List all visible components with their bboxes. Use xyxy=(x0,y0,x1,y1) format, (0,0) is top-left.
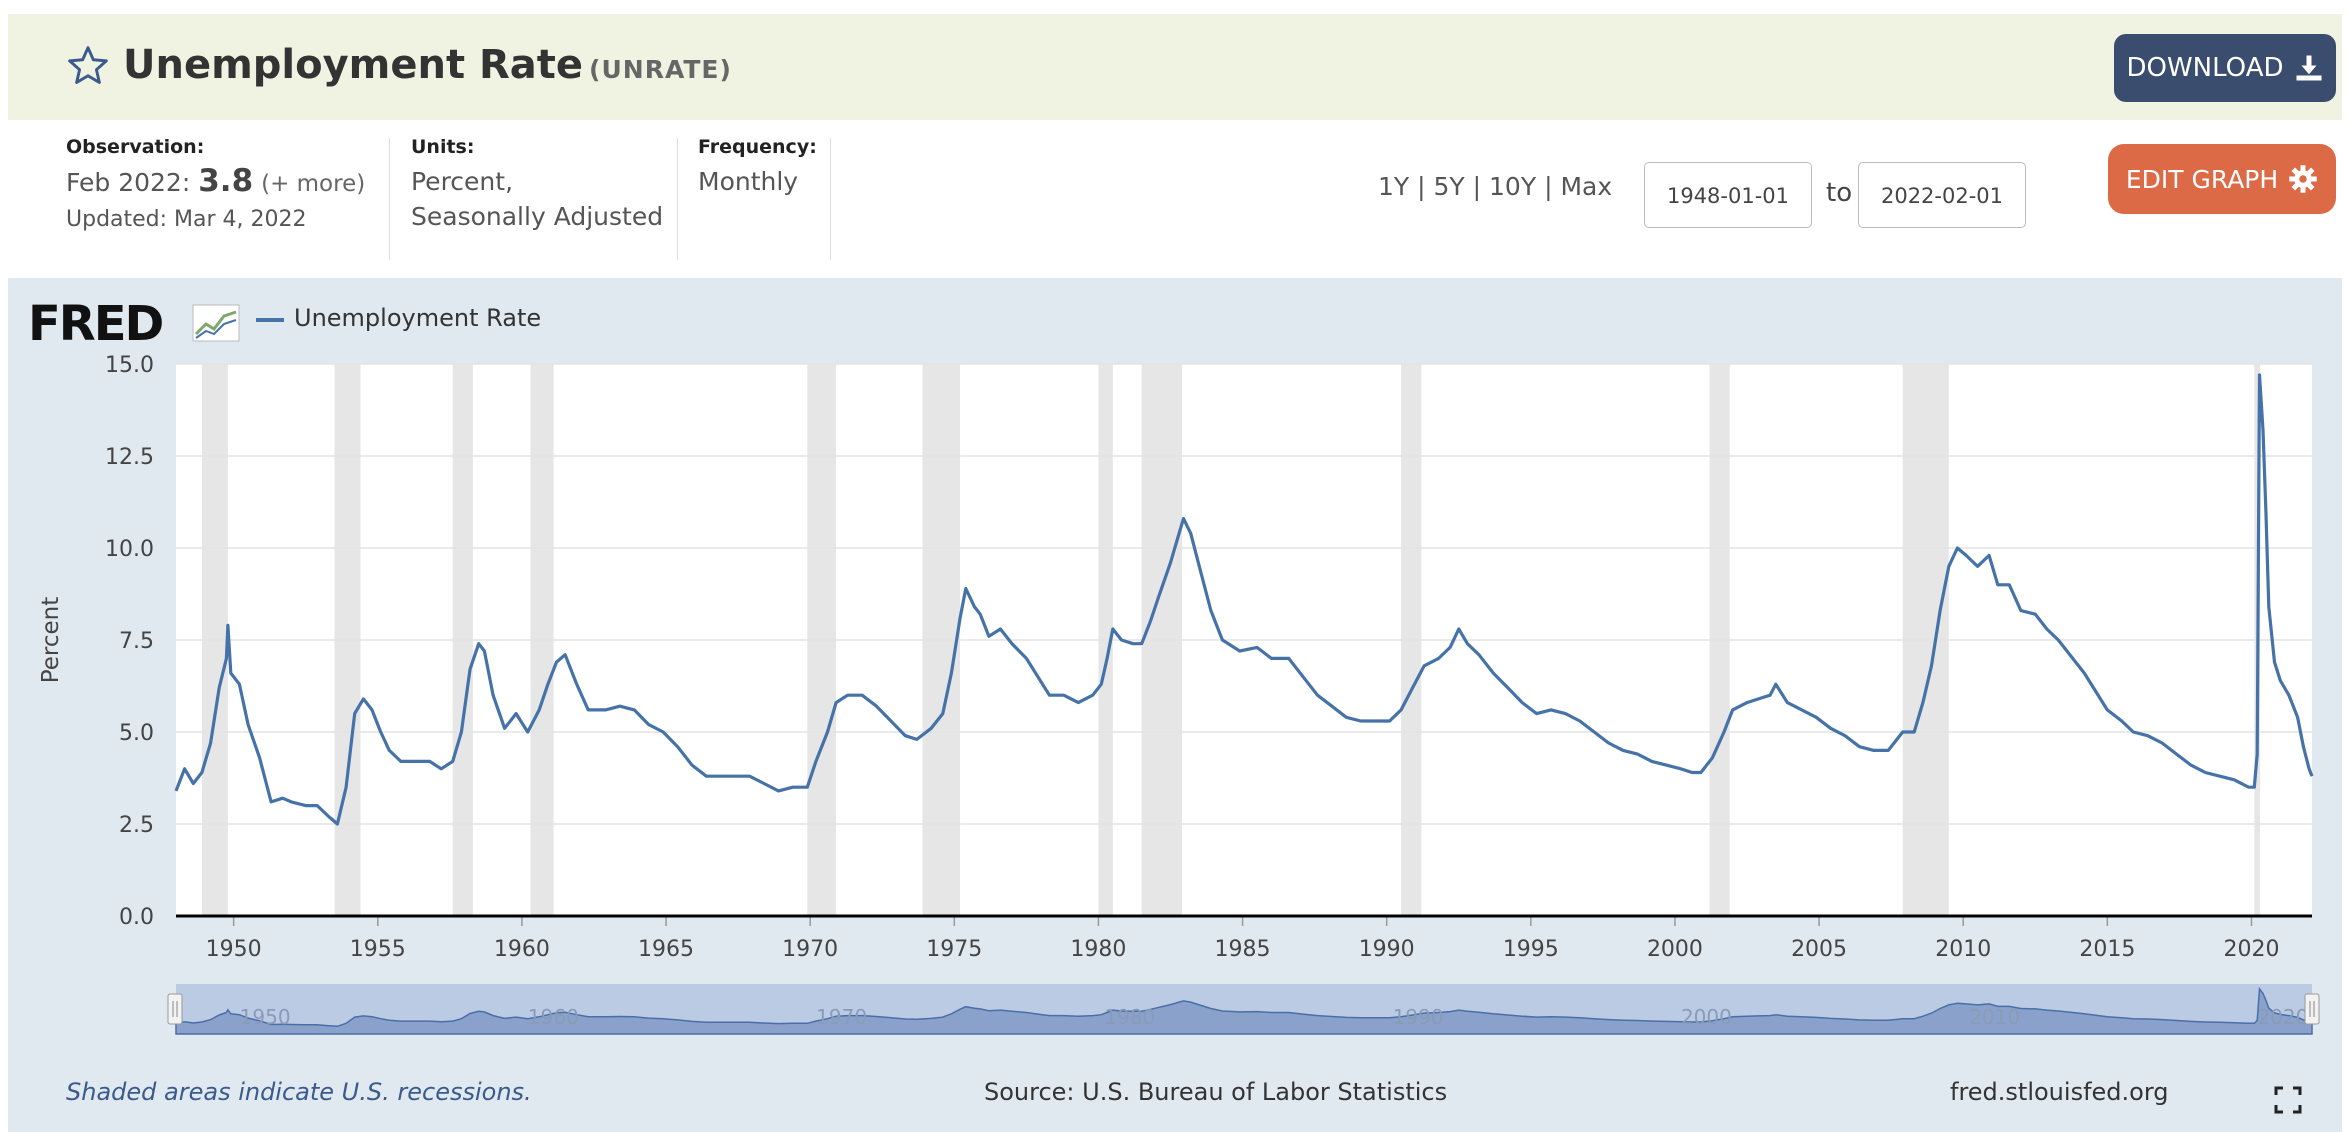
navigator-right-handle[interactable] xyxy=(2304,993,2320,1025)
x-tick-label: 1960 xyxy=(494,937,550,962)
chart-panel: FRED Unemployment Rate 0.0 2.5 5.0 7.5 10.0 1… xyxy=(8,278,2342,1132)
series-header: Unemployment Rate (UNRATE) DOWNLOAD xyxy=(8,14,2342,120)
series-title: Unemployment Rate xyxy=(123,42,584,88)
legend-swatch xyxy=(256,318,284,322)
page-frame: Unemployment Rate (UNRATE) DOWNLOAD Obser… xyxy=(8,14,2342,1132)
navigator-left-handle[interactable] xyxy=(167,993,183,1025)
gear-icon xyxy=(2289,165,2317,193)
x-tick-label: 2015 xyxy=(2079,937,2135,962)
download-label: DOWNLOAD xyxy=(2126,53,2284,83)
units-line-2: Seasonally Adjusted xyxy=(411,202,664,231)
range-max-button[interactable]: Max xyxy=(1560,172,1613,201)
navigator-label: 2010 xyxy=(1969,1005,2020,1029)
y-axis-label: Percent xyxy=(38,597,64,684)
x-tick-label: 2020 xyxy=(2223,937,2279,962)
y-tick-label: 12.5 xyxy=(105,445,154,470)
x-tick-label: 1950 xyxy=(206,937,262,962)
navigator-label: 2020 xyxy=(2257,1005,2308,1029)
observation-value: 3.8 xyxy=(198,163,254,199)
navigator-label: 1970 xyxy=(816,1005,867,1029)
series-code: (UNRATE) xyxy=(589,55,732,84)
chart-svg[interactable]: 0.0 2.5 5.0 7.5 10.0 12.5 15.0 1950 1955 1960 196… xyxy=(8,278,2342,1132)
x-tick-label: 1985 xyxy=(1215,937,1271,962)
more-link[interactable]: (+ more) xyxy=(261,171,366,197)
fullscreen-icon[interactable] xyxy=(2274,1086,2302,1114)
x-tick-label: 1980 xyxy=(1070,937,1126,962)
fred-chart-icon xyxy=(192,304,240,342)
units-line-1: Percent, xyxy=(411,167,514,196)
page-title: Unemployment Rate (UNRATE) xyxy=(123,42,732,88)
observation-period: Feb 2022: xyxy=(66,168,191,197)
divider xyxy=(830,138,831,260)
y-tick-label: 15.0 xyxy=(105,353,154,378)
y-tick-label: 7.5 xyxy=(119,629,154,654)
fred-logo: FRED xyxy=(28,296,164,352)
divider xyxy=(677,138,678,260)
y-tick-label: 5.0 xyxy=(119,721,154,746)
edit-graph-label: EDIT GRAPH xyxy=(2125,164,2279,194)
x-tick-label: 1990 xyxy=(1359,937,1415,962)
range-1y-button[interactable]: 1Y xyxy=(1378,172,1410,201)
series-meta: Observation: Feb 2022: 3.8 (+ more) Upda… xyxy=(8,120,2342,278)
edit-graph-button[interactable]: EDIT GRAPH xyxy=(2108,144,2336,214)
series-line-unemployment xyxy=(174,373,2314,826)
y-tick-label: 2.5 xyxy=(119,813,154,838)
frequency-value: Monthly xyxy=(698,167,799,196)
fred-url[interactable]: fred.stlouisfed.org xyxy=(1950,1078,2169,1106)
navigator-label: 2000 xyxy=(1681,1005,1732,1029)
download-button[interactable]: DOWNLOAD xyxy=(2114,34,2336,102)
to-label: to xyxy=(1826,178,1853,208)
observation-block: Observation: Feb 2022: 3.8 (+ more) Upda… xyxy=(66,136,365,237)
range-selector: 1Y | 5Y | 10Y | Max xyxy=(1378,172,1613,201)
observation-value-line: Feb 2022: 3.8 (+ more) xyxy=(66,164,365,202)
frequency-label: Frequency: xyxy=(698,136,817,158)
end-date-input[interactable]: 2022-02-01 xyxy=(1858,162,2026,228)
navigator[interactable]: 1950 1960 1970 1980 1990 2000 2010 2020 xyxy=(167,984,2320,1035)
legend-label: Unemployment Rate xyxy=(294,304,542,332)
source-text: Source: U.S. Bureau of Labor Statistics xyxy=(984,1078,1448,1106)
units-label: Units: xyxy=(411,136,475,158)
x-tick-label: 2010 xyxy=(1935,937,1991,962)
divider xyxy=(389,138,390,260)
navigator-label: 1990 xyxy=(1393,1005,1444,1029)
observation-label: Observation: xyxy=(66,136,205,158)
range-5y-button[interactable]: 5Y xyxy=(1433,172,1465,201)
navigator-series xyxy=(175,986,2313,1035)
range-10y-button[interactable]: 10Y xyxy=(1489,172,1537,201)
y-tick-label: 10.0 xyxy=(105,537,154,562)
navigator-label: 1980 xyxy=(1104,1005,1155,1029)
x-tick-label: 1955 xyxy=(350,937,406,962)
navigator-label: 1960 xyxy=(528,1005,579,1029)
star-icon[interactable] xyxy=(66,44,110,88)
x-tick-label: 1965 xyxy=(638,937,694,962)
y-tick-label: 0.0 xyxy=(119,905,154,930)
start-date-input[interactable]: 1948-01-01 xyxy=(1644,162,1812,228)
x-tick-label: 1995 xyxy=(1503,937,1559,962)
download-icon xyxy=(2296,55,2321,81)
x-tick-label: 2000 xyxy=(1647,937,1703,962)
recession-note: Shaded areas indicate U.S. recessions. xyxy=(66,1078,532,1106)
updated-date: Updated: Mar 4, 2022 xyxy=(66,207,307,232)
navigator-label: 1950 xyxy=(240,1005,291,1029)
x-tick-label: 2005 xyxy=(1791,937,1847,962)
frequency-block: Frequency: Monthly xyxy=(698,136,817,199)
x-tick-label: 1975 xyxy=(926,937,982,962)
units-block: Units: Percent, Seasonally Adjusted xyxy=(411,136,663,234)
x-tick-label: 1970 xyxy=(782,937,838,962)
